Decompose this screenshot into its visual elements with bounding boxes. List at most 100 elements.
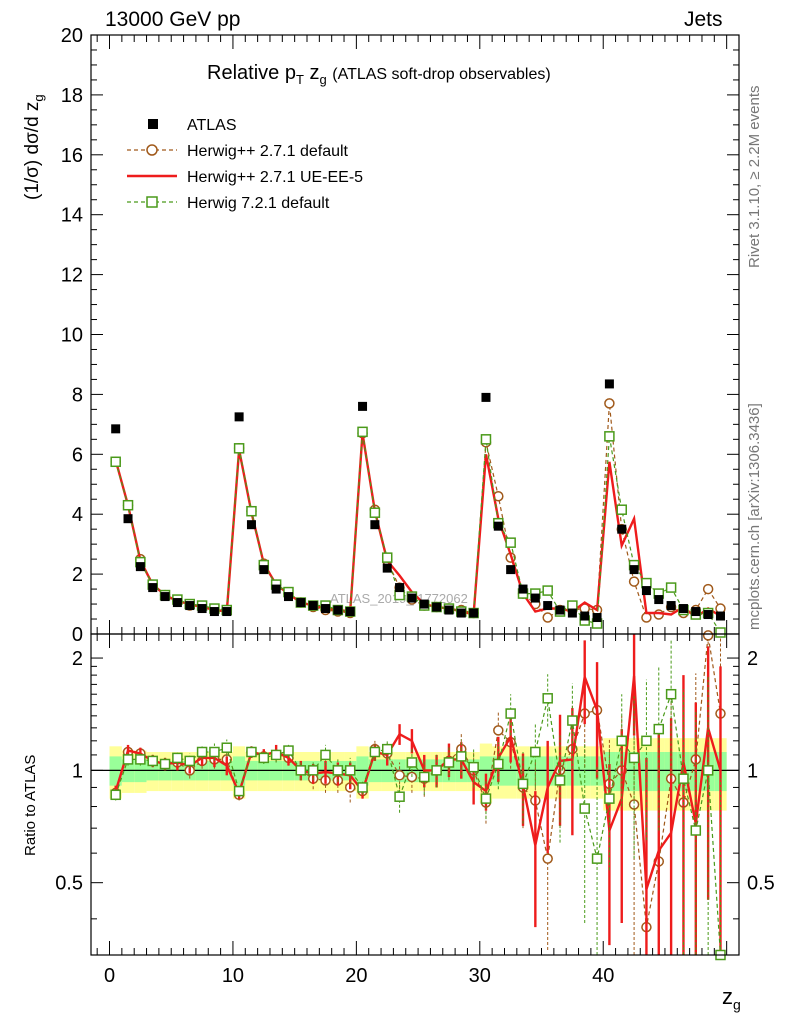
- y-tick-label: 14: [61, 205, 83, 227]
- ratio-marker: [258, 752, 270, 764]
- ratio-tick-label: 2: [72, 648, 83, 670]
- data-point-atlas: [555, 605, 565, 615]
- marker: [715, 627, 726, 638]
- marker: [665, 582, 677, 593]
- ratio-marker: [295, 765, 307, 776]
- marker: [505, 537, 516, 548]
- ratio-marker: [554, 775, 566, 786]
- y-tick-label: 2: [72, 564, 83, 586]
- ratio-marker: [542, 853, 553, 864]
- x-axis-label-text: z: [722, 984, 733, 1009]
- y-tick-label: 0: [72, 624, 83, 646]
- marker: [542, 585, 553, 596]
- chart-title-main: Relative p: [207, 62, 296, 84]
- ratio-marker: [270, 749, 282, 761]
- ratio-marker: [369, 746, 381, 758]
- ratio-marker: [616, 735, 627, 747]
- ratio-band-inner: [479, 756, 493, 786]
- ratio-frame: [90, 633, 740, 956]
- data-point-atlas: [345, 607, 355, 617]
- legend-label: Herwig 7.2.1 default: [187, 195, 330, 212]
- data-point-atlas: [678, 604, 688, 614]
- ratio-marker: [307, 765, 319, 776]
- ratio-marker: [233, 785, 245, 797]
- ratio-marker: [456, 751, 467, 762]
- data-point-atlas: [296, 598, 306, 608]
- data-point-atlas: [493, 521, 503, 531]
- ratio-marker: [122, 754, 134, 765]
- x-tick-label: 0: [104, 965, 115, 987]
- data-point-atlas: [111, 424, 121, 434]
- chart-title-mid: z: [303, 62, 320, 84]
- header-right: Jets: [684, 8, 723, 31]
- ratio-marker: [443, 757, 455, 768]
- marker: [233, 443, 245, 454]
- data-point-atlas: [370, 520, 380, 530]
- data-point-atlas: [209, 607, 219, 617]
- ratio-marker: [320, 749, 331, 761]
- ratio-marker: [394, 791, 405, 802]
- data-point-atlas: [259, 565, 269, 575]
- marker: [604, 431, 615, 442]
- ratio-marker: [678, 773, 689, 784]
- data-point-atlas: [444, 605, 454, 615]
- data-point-atlas: [456, 608, 466, 618]
- data-point-atlas: [506, 565, 516, 575]
- y-tick-label: 4: [72, 504, 83, 526]
- legend-marker-atlas: [148, 119, 158, 129]
- data-point-atlas: [246, 520, 256, 530]
- ratio-line-herwig-2-7-1-ue-ee-5: [114, 675, 722, 890]
- chart-title-sub2: g: [319, 72, 327, 87]
- ratio-marker: [394, 770, 405, 781]
- ratio-line-herwig-7-2-1-default: [115, 694, 722, 956]
- data-point-atlas: [703, 610, 713, 620]
- ratio-marker: [493, 725, 504, 736]
- data-point-atlas: [691, 607, 701, 617]
- data-point-atlas: [333, 605, 343, 615]
- ratio-marker: [221, 742, 233, 753]
- data-point-atlas: [135, 562, 145, 572]
- y-tick-label: 16: [61, 145, 83, 167]
- ratio-band-inner: [504, 756, 517, 786]
- series-line-herwig-2-7-1-default: [115, 403, 722, 619]
- x-axis-label: zg: [722, 984, 741, 1012]
- ratio-marker: [381, 743, 393, 755]
- marker: [357, 426, 368, 438]
- ratio-marker: [332, 765, 344, 776]
- y-tick-label: 6: [72, 444, 83, 466]
- ratio-marker: [530, 746, 541, 758]
- ratio-marker: [135, 754, 146, 765]
- header-left: 13000 GeV pp: [105, 8, 241, 31]
- ratio-marker: [283, 745, 294, 756]
- marker: [604, 398, 615, 409]
- marker: [369, 507, 381, 518]
- data-point-atlas: [308, 601, 318, 611]
- y-tick-label: 10: [61, 325, 83, 347]
- data-point-atlas: [321, 604, 331, 614]
- marker: [628, 576, 640, 587]
- ratio-marker: [196, 746, 208, 758]
- ratio-tick-label: 1: [72, 760, 83, 782]
- ratio-marker: [628, 752, 640, 764]
- series-line-herwig-2-7-1-ue-ee-5: [114, 433, 722, 620]
- data-point-atlas: [382, 563, 392, 573]
- data-point-atlas: [530, 593, 540, 603]
- data-point-atlas: [629, 565, 639, 575]
- x-axis-label-sub: g: [733, 996, 741, 1013]
- ratio-tick-label: 0.5: [55, 873, 83, 895]
- legend-label: Herwig++ 2.7.1 UE-EE-5: [187, 169, 363, 186]
- data-point-atlas: [432, 602, 442, 612]
- ratio-marker: [357, 782, 368, 793]
- marker: [641, 612, 652, 623]
- data-point-atlas: [715, 611, 725, 621]
- ratio-tick-label-right: 1: [747, 760, 758, 782]
- ratio-marker: [209, 746, 220, 758]
- ratio-marker: [406, 757, 418, 768]
- y-tick-label: 20: [61, 25, 83, 47]
- data-point-atlas: [197, 604, 207, 614]
- data-point-atlas: [407, 593, 417, 603]
- ratio-marker: [542, 693, 553, 704]
- ratio-marker: [567, 715, 578, 726]
- ratio-marker: [172, 752, 183, 764]
